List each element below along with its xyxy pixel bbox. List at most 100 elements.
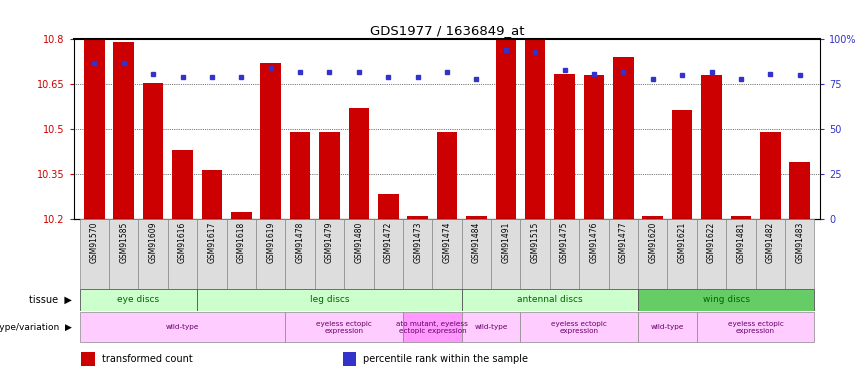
Bar (172, 150, 193, 219)
Bar (349, 108, 369, 219)
Text: GSM91477: GSM91477 (619, 222, 628, 263)
Bar (80, 289, 197, 311)
Title: GDS1977 / 1636849_at: GDS1977 / 1636849_at (370, 24, 524, 37)
Bar (437, 132, 457, 219)
Text: GSM91481: GSM91481 (736, 222, 746, 263)
Bar (378, 194, 398, 219)
Bar (638, 289, 814, 311)
Bar (667, 219, 697, 289)
Bar (143, 83, 163, 219)
Bar (138, 219, 168, 289)
Text: GSM91619: GSM91619 (266, 222, 275, 263)
Bar (84, 39, 105, 219)
Text: percentile rank within the sample: percentile rank within the sample (364, 354, 529, 364)
Bar (466, 216, 487, 219)
Text: GSM91482: GSM91482 (766, 222, 775, 263)
Bar (638, 219, 667, 289)
Bar (642, 216, 663, 219)
Bar (82, 352, 95, 366)
Bar (789, 162, 810, 219)
Bar (583, 75, 604, 219)
Text: GSM91479: GSM91479 (325, 222, 334, 263)
Text: eyeless ectopic
expression: eyeless ectopic expression (551, 321, 608, 334)
Bar (403, 312, 462, 342)
Text: wing discs: wing discs (703, 296, 750, 304)
Text: wild-type: wild-type (475, 324, 508, 330)
Bar (701, 75, 722, 219)
Bar (432, 219, 462, 289)
Bar (403, 219, 432, 289)
Bar (260, 63, 281, 219)
Text: GSM91570: GSM91570 (90, 222, 99, 263)
Bar (286, 219, 315, 289)
Text: antennal discs: antennal discs (517, 296, 582, 304)
Bar (80, 219, 109, 289)
Text: GSM91483: GSM91483 (795, 222, 804, 263)
Bar (697, 219, 727, 289)
Bar (521, 219, 550, 289)
Bar (343, 352, 356, 366)
Text: GSM91618: GSM91618 (237, 222, 246, 263)
Bar (462, 219, 491, 289)
Text: GSM91491: GSM91491 (502, 222, 510, 263)
Text: leg discs: leg discs (310, 296, 349, 304)
Text: genotype/variation  ▶: genotype/variation ▶ (0, 322, 72, 332)
Text: GSM91585: GSM91585 (119, 222, 128, 263)
Text: GSM91515: GSM91515 (530, 222, 540, 263)
Text: eyeless ectopic
expression: eyeless ectopic expression (727, 321, 784, 334)
Bar (613, 57, 634, 219)
Bar (760, 132, 780, 219)
Text: eyeless ectopic
expression: eyeless ectopic expression (316, 321, 372, 334)
Text: ato mutant, eyeless
ectopic expression: ato mutant, eyeless ectopic expression (397, 321, 468, 334)
Bar (227, 219, 256, 289)
Bar (80, 312, 286, 342)
Bar (491, 219, 521, 289)
Bar (315, 219, 344, 289)
Bar (290, 132, 311, 219)
Bar (319, 132, 339, 219)
Bar (638, 312, 697, 342)
Text: tissue  ▶: tissue ▶ (30, 295, 72, 305)
Text: GSM91616: GSM91616 (178, 222, 187, 263)
Bar (114, 42, 134, 219)
Bar (286, 312, 403, 342)
Bar (785, 219, 814, 289)
Text: wild-type: wild-type (166, 324, 200, 330)
Bar (672, 110, 693, 219)
Text: GSM91478: GSM91478 (296, 222, 305, 263)
Bar (168, 219, 197, 289)
Bar (462, 312, 521, 342)
Text: wild-type: wild-type (651, 324, 684, 330)
Bar (555, 74, 575, 219)
Bar (109, 219, 138, 289)
Text: transformed count: transformed count (102, 354, 193, 364)
Bar (407, 216, 428, 219)
Text: GSM91474: GSM91474 (443, 222, 451, 263)
Bar (256, 219, 286, 289)
Text: GSM91472: GSM91472 (384, 222, 392, 263)
Bar (579, 219, 608, 289)
Bar (344, 219, 373, 289)
Text: GSM91484: GSM91484 (472, 222, 481, 263)
Bar (756, 219, 785, 289)
Bar (521, 312, 638, 342)
Text: GSM91609: GSM91609 (148, 222, 158, 263)
Text: GSM91621: GSM91621 (678, 222, 687, 263)
Bar (231, 212, 252, 219)
Bar (608, 219, 638, 289)
Text: GSM91620: GSM91620 (648, 222, 657, 263)
Text: GSM91476: GSM91476 (589, 222, 598, 263)
Text: eye discs: eye discs (117, 296, 160, 304)
Bar (525, 39, 545, 219)
Bar (462, 289, 638, 311)
Bar (731, 216, 751, 219)
Bar (197, 289, 462, 311)
Bar (727, 219, 756, 289)
Text: GSM91480: GSM91480 (354, 222, 364, 263)
Text: GSM91622: GSM91622 (707, 222, 716, 263)
Bar (197, 219, 227, 289)
Text: GSM91475: GSM91475 (560, 222, 569, 263)
Text: GSM91617: GSM91617 (207, 222, 216, 263)
Bar (496, 39, 516, 219)
Text: GSM91473: GSM91473 (413, 222, 422, 263)
